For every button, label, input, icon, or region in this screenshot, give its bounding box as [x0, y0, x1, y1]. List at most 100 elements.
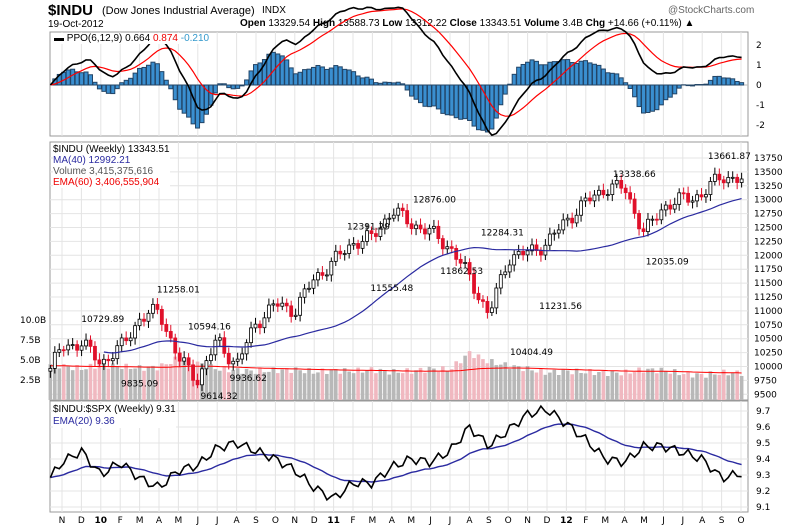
y-tick-label: 12250: [754, 237, 783, 247]
candle-body: [489, 307, 494, 313]
y-tick-label: 10750: [754, 321, 783, 331]
volume-bar: [409, 373, 414, 400]
volume-bar: [686, 371, 690, 400]
ppo-histogram-bar: [159, 71, 165, 86]
ppo-histogram-bar: [244, 79, 250, 86]
y-tick-label: 11500: [754, 279, 783, 289]
volume-bar: [218, 370, 222, 400]
volume-bar: [383, 370, 387, 400]
x-tick-label: S: [719, 516, 725, 526]
ppo-histogram-bar: [293, 73, 299, 86]
candle-body: [463, 262, 468, 264]
volume-bar: [284, 368, 289, 400]
candle-body: [565, 217, 570, 221]
volume-bar: [128, 368, 133, 400]
candle-body: [503, 271, 508, 276]
volume-bar: [155, 370, 160, 400]
candle-body: [712, 173, 717, 182]
ppo-histogram-bar: [721, 77, 727, 86]
volume-bar: [102, 363, 106, 400]
candle-body: [726, 177, 731, 184]
volume-bar: [449, 369, 454, 400]
ppo-histogram-bar: [275, 53, 281, 86]
ppo-histogram-bar: [226, 84, 232, 89]
candle-body: [369, 230, 374, 234]
candle-body: [588, 197, 592, 202]
candle-body: [704, 194, 708, 198]
candle-body: [440, 238, 445, 250]
volume-bar: [302, 373, 307, 400]
ppo-histogram-bar: [297, 71, 303, 86]
ppo-histogram-bar: [83, 71, 89, 86]
volume-bar: [142, 370, 146, 400]
price-annotation: 9936.62: [230, 374, 267, 384]
volume-bar: [222, 366, 227, 400]
volume-bar: [151, 365, 155, 400]
candle-body: [476, 292, 481, 301]
x-tick-label: J: [680, 516, 684, 526]
x-tick-label: M: [136, 516, 144, 526]
ppo-histogram-bar: [319, 66, 325, 86]
candle-body: [592, 194, 597, 202]
volume-bar: [333, 369, 338, 400]
volume-bar: [70, 370, 75, 400]
candle-body: [427, 227, 432, 235]
ppo-histogram-bar: [221, 83, 227, 86]
volume-bar: [588, 369, 592, 400]
x-tick-label: 11: [327, 516, 340, 526]
x-tick-label: O: [505, 516, 512, 526]
volume-bar: [253, 373, 258, 400]
ppo-histogram-bar: [217, 83, 223, 86]
volume-bar: [614, 372, 619, 400]
candle-body: [681, 192, 686, 195]
ppo-histogram-bar: [502, 84, 508, 95]
volume-bar: [307, 368, 311, 400]
volume-bar: [436, 371, 441, 400]
candle-body: [101, 358, 106, 365]
candle-body: [672, 203, 677, 210]
ppo-histogram-bar: [257, 62, 263, 86]
candle-body: [579, 200, 583, 216]
ppo-histogram-bar: [70, 68, 76, 86]
volume-bar: [133, 368, 137, 400]
candle-body: [663, 204, 668, 211]
ppo-histogram-bar: [614, 73, 620, 86]
ppo-histogram-bar: [641, 84, 647, 114]
volume-bar: [610, 370, 615, 400]
ppo-histogram-bar: [507, 83, 513, 86]
ppo-histogram-bar: [484, 84, 490, 133]
candle-body: [721, 179, 726, 184]
ppo-histogram-bar: [627, 84, 633, 89]
candle-body: [133, 325, 137, 339]
candle-body: [396, 207, 401, 216]
ppo-histogram-bar: [391, 82, 397, 86]
ppo-histogram-bar: [395, 81, 401, 86]
candle-body: [66, 344, 71, 351]
ppo-histogram-bar: [703, 83, 709, 86]
ppo-histogram-bar: [101, 84, 107, 92]
candle-body: [137, 318, 142, 327]
ppo-histogram-bar: [587, 62, 593, 86]
volume-bar: [329, 369, 334, 400]
x-tick-label: S: [486, 516, 492, 526]
volume-bar: [168, 363, 173, 400]
volume-bar: [423, 372, 427, 400]
volume-bar: [209, 364, 213, 400]
candle-body: [262, 317, 267, 329]
candle-body: [52, 351, 57, 369]
price-annotation: 10404.49: [510, 348, 553, 358]
candle-body: [164, 324, 169, 332]
candle-body: [226, 352, 231, 365]
x-tick-label: 10: [95, 516, 108, 526]
candle-body: [547, 233, 552, 246]
candle-body: [110, 358, 115, 362]
candle-body: [280, 302, 285, 307]
ppo-histogram-bar: [154, 63, 160, 86]
x-tick-label: O: [272, 516, 279, 526]
y-tick-label: 13250: [754, 182, 783, 192]
volume-bar: [347, 371, 351, 400]
candle-body: [521, 251, 525, 256]
volume-bar: [548, 372, 552, 400]
volume-bar: [351, 373, 356, 400]
candle-body: [222, 337, 227, 354]
